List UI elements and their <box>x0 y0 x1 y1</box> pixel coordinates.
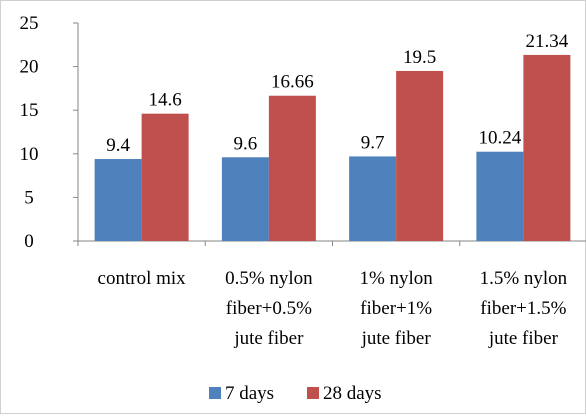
bar-28-days <box>142 114 189 241</box>
bar-7-days <box>349 156 396 241</box>
bar-7-days <box>476 152 523 241</box>
category-label: jute fiber <box>488 328 559 349</box>
category-label: 0.5% nylon <box>225 268 313 289</box>
data-label: 9.4 <box>106 135 130 156</box>
bar-28-days <box>269 96 316 241</box>
bar-7-days <box>222 157 269 241</box>
data-label: 16.66 <box>271 72 314 93</box>
bar-28-days <box>523 55 570 241</box>
category-label: fiber+1.5% <box>480 298 566 319</box>
data-label: 14.6 <box>149 90 182 111</box>
data-label: 9.7 <box>361 132 385 153</box>
data-label: 10.24 <box>479 128 522 149</box>
category-labels: control mix 0.5% nylon fiber+0.5% jute fibe… <box>98 268 568 349</box>
y-tick-label: 15 <box>20 100 39 121</box>
category-label: control mix <box>98 268 187 289</box>
category-label: 1% nylon <box>359 268 433 289</box>
legend: 7 days 28 days <box>209 383 382 404</box>
category-label: fiber+0.5% <box>226 298 312 319</box>
bar-7-days <box>95 159 142 241</box>
data-label: 21.34 <box>526 31 569 52</box>
bar-28-days <box>396 71 443 241</box>
legend-swatch <box>307 387 319 399</box>
legend-label: 28 days <box>323 383 382 404</box>
legend-label: 7 days <box>225 383 274 404</box>
y-tick-label: 20 <box>20 57 39 78</box>
data-label: 9.6 <box>234 133 258 154</box>
y-tick-label: 5 <box>24 187 34 208</box>
y-tick-label: 10 <box>20 144 39 165</box>
y-tick-label: 25 <box>20 13 39 34</box>
category-label: 1.5% nylon <box>480 268 568 289</box>
y-tick-label: 0 <box>24 231 34 252</box>
legend-swatch <box>209 387 221 399</box>
category-label: jute fiber <box>361 328 432 349</box>
category-label: fiber+1% <box>360 298 432 319</box>
category-label: jute fiber <box>233 328 304 349</box>
data-label: 19.5 <box>403 47 436 68</box>
